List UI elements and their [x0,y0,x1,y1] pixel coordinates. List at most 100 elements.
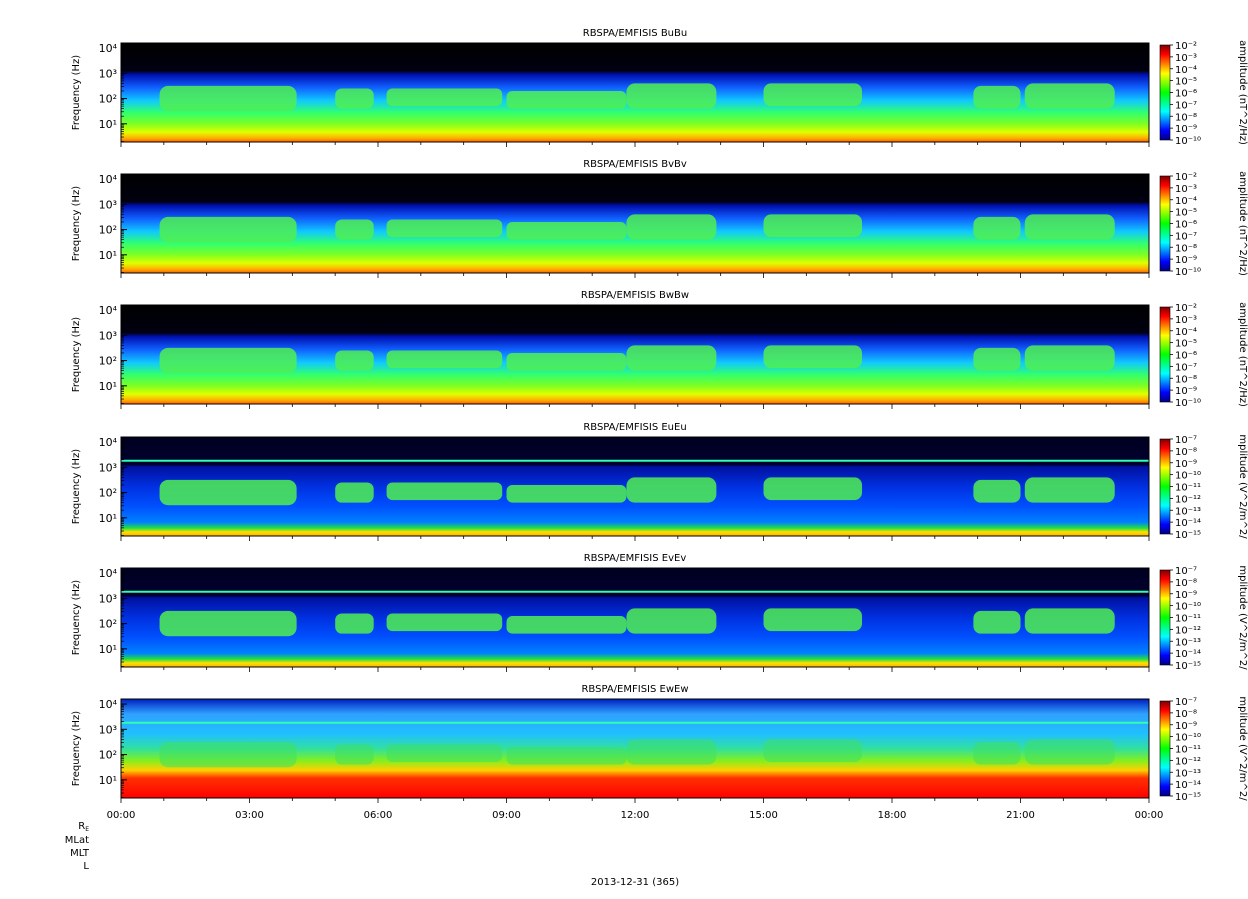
colorbar-tick-label: 10⁻¹⁵ [1175,792,1201,803]
emission-region [626,477,717,503]
panel-title: RBSPA/EMFISIS BvBv [583,159,687,170]
colorbar-tick-label: 10⁻³ [1175,53,1197,64]
emission-region [763,345,863,369]
emission-region [506,221,627,240]
y-tick-label: 10¹ [99,643,117,656]
x-tick-label: 12:00 [621,810,650,821]
x-tick-label: 00:00 [107,810,136,821]
y-tick-label: 10¹ [99,512,117,525]
colorbar-tick-label: 10⁻⁸ [1175,243,1197,254]
emission-region [159,216,297,243]
y-tick-label: 10³ [99,329,117,342]
panel-title: RBSPA/EMFISIS EwEw [581,684,688,695]
emission-region [763,739,863,763]
colorbar-tick-label: 10⁻⁶ [1175,351,1197,362]
y-tick-label: 10¹ [99,118,117,131]
y-axis-label: Frequency (Hz) [71,55,82,131]
emission-region [159,479,297,506]
colorbar-tick-label: 10⁻² [1175,303,1197,314]
y-tick-label: 10⁴ [99,567,118,580]
panel-title: RBSPA/EMFISIS EvEv [584,553,687,564]
panel-6: RBSPA/EMFISIS EwEw 10¹ 10² 10³ 10⁴ Frequency … [71,684,1248,803]
colorbar-tick-label: 10⁻¹³ [1175,637,1201,648]
emission-region [973,347,1021,371]
panel-3: RBSPA/EMFISIS BwBw 10¹ 10² 10³ 10⁴ Frequency … [71,290,1248,409]
emission-region [335,219,374,240]
emission-region [626,83,717,109]
emission-region [1024,83,1115,109]
y-tick-label: 10⁴ [99,304,118,317]
emission-region [973,479,1021,503]
colorbar-tick-label: 10⁻¹² [1175,494,1201,505]
y-tick-label: 10¹ [99,380,117,393]
colorbar [1159,438,1171,535]
emission-region [1024,214,1115,240]
emission-region [159,741,297,768]
colorbar-tick-label: 10⁻⁷ [1175,231,1197,242]
x-tick-label: 18:00 [878,810,907,821]
x-tick-label: 09:00 [492,810,521,821]
colorbar [1159,569,1171,666]
colorbar-tick-label: 10⁻⁹ [1175,124,1197,135]
emission-region [626,739,717,765]
emission-region [1024,608,1115,634]
emission-region [506,746,627,765]
panel-1: RBSPA/EMFISIS BuBu 10¹ 10² 10³ 10⁴ Frequency … [71,28,1248,147]
colorbar-label: mplitude (V^2/m^2/ [1237,696,1248,801]
y-axis-label: Frequency (Hz) [71,186,82,262]
y-tick-label: 10² [99,224,117,237]
emission-region [763,83,863,107]
emission-region [1024,345,1115,371]
colorbar-tick-label: 10⁻¹² [1175,756,1201,767]
colorbar-tick-label: 10⁻¹¹ [1175,483,1201,494]
colorbar-tick-label: 10⁻¹¹ [1175,614,1201,625]
colorbar [1159,175,1171,272]
colorbar-tick-label: 10⁻⁷ [1175,100,1197,111]
y-axis-label: Frequency (Hz) [71,711,82,787]
panel-4: RBSPA/EMFISIS EuEu 10¹ 10² 10³ 10⁴ Frequency … [71,422,1248,541]
emission-region [506,615,627,634]
y-axis-label: Frequency (Hz) [71,580,82,656]
colorbar-tick-label: 10⁻⁷ [1175,697,1197,708]
colorbar-tick-label: 10⁻⁸ [1175,709,1197,720]
y-tick-label: 10³ [99,592,117,605]
colorbar-tick-label: 10⁻⁹ [1175,386,1197,397]
y-tick-label: 10² [99,749,117,762]
line-artifact [121,590,1149,593]
emission-region [1024,477,1115,503]
y-tick-label: 10² [99,355,117,368]
colorbar-tick-label: 10⁻⁸ [1175,374,1197,385]
colorbar-label: amplitude (nT^2/Hz) [1237,40,1248,145]
emission-region [973,610,1021,634]
y-axis-label: Frequency (Hz) [71,449,82,525]
colorbar-tick-label: 10⁻⁷ [1175,435,1197,446]
emission-region [386,744,503,763]
line-artifact [121,721,1149,724]
colorbar-label: mplitude (V^2/m^2/ [1237,434,1248,539]
emission-region [506,90,627,109]
y-tick-label: 10⁴ [99,698,118,711]
emission-region [973,85,1021,109]
colorbar-tick-label: 10⁻¹⁰ [1175,136,1201,147]
emission-region [506,352,627,371]
y-axis-label: Frequency (Hz) [71,317,82,393]
colorbar-tick-label: 10⁻⁷ [1175,362,1197,373]
ephemeris-label: MLat [65,835,89,846]
emission-region [386,219,503,238]
colorbar-tick-label: 10⁻¹⁴ [1175,518,1201,529]
emission-region [763,214,863,238]
emission-region [335,613,374,634]
emission-region [626,608,717,634]
emission-region [335,744,374,765]
emission-region [335,88,374,109]
y-tick-label: 10⁴ [99,42,118,55]
ephemeris-label: L [83,861,89,872]
y-tick-label: 10⁴ [99,173,118,186]
y-tick-label: 10⁴ [99,436,118,449]
y-tick-label: 10³ [99,67,117,80]
panel-title: RBSPA/EMFISIS BuBu [583,28,687,39]
colorbar-tick-label: 10⁻⁸ [1175,447,1197,458]
colorbar-tick-label: 10⁻¹³ [1175,768,1201,779]
emission-region [386,88,503,107]
colorbar-label: amplitude (nT^2/Hz) [1237,171,1248,276]
